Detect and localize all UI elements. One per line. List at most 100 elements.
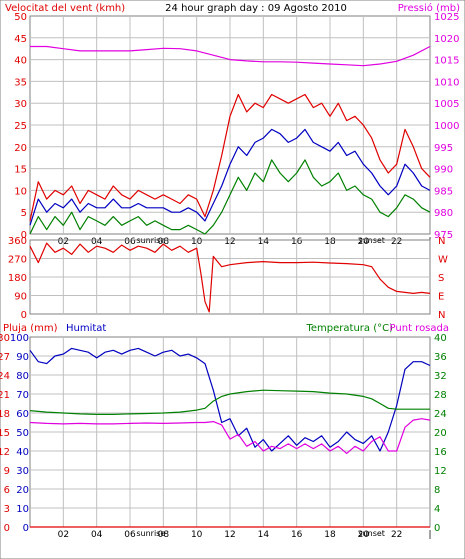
rain-title: Pluja (mm)	[3, 323, 58, 334]
y2-tick-label: 4	[434, 504, 440, 515]
wind-axis-labels: 0 5 10 15 20 25 30 35 40 45 50	[14, 12, 27, 241]
y2-tick-label: 1025	[434, 12, 459, 23]
y2-tick-label: 0	[434, 523, 440, 534]
wind_min-series-line	[29, 159, 431, 235]
y2-tick-label: 980	[434, 208, 453, 219]
y-tick-label: 80	[16, 371, 29, 382]
x-tick-label: 22	[391, 530, 402, 540]
rain-tick-label: 9	[4, 466, 10, 477]
y2-tick-label: E	[438, 292, 444, 303]
y2-tick-label: N	[438, 236, 445, 247]
sunrise-label: sunrise	[136, 529, 165, 538]
y-tick-label: 15	[14, 165, 27, 176]
humidity-panel-x-labels: 02 04 06 08 10 12 14 16 18 20 22 | sunrise sunset	[58, 529, 432, 540]
y2-tick-label: S	[438, 273, 444, 284]
y2-tick-label: 975	[434, 230, 453, 241]
y-tick-label: 40	[14, 56, 27, 67]
pressure-series-line	[30, 45, 431, 67]
y-tick-label: 50	[16, 428, 29, 439]
y-tick-label: 25	[14, 121, 27, 132]
temperature-axis-labels: 0 4 8 12 16 20 24 28 32 36 40	[434, 333, 447, 534]
rain-tick-label: 21	[0, 390, 10, 401]
temperature-title: Temperatura (°C)	[305, 323, 393, 334]
x-tick-label: 18	[324, 530, 336, 540]
x-tick-label: 08	[158, 530, 170, 540]
rain-tick-label: 15	[0, 428, 10, 439]
rain-axis-labels: 0 3 6 9 12 15 18 21 24 27 30	[0, 333, 10, 534]
y-tick-label: 10	[14, 186, 27, 197]
x-tick-label: 20	[358, 530, 370, 540]
y-tick-label: 60	[16, 409, 29, 420]
graph-title: 24 hour graph day : 09 Agosto 2010	[165, 3, 347, 14]
humidity-axis-labels: 0 10 20 30 40 50 60 70 80 90 100	[10, 333, 29, 534]
y-tick-label: 0	[21, 230, 27, 241]
y2-tick-label: 1010	[434, 77, 459, 88]
direction-panel-series	[29, 242, 431, 313]
dewpoint-title: Punt rosada	[390, 323, 449, 334]
y2-tick-label: 1015	[434, 56, 459, 67]
humidity-panel-grid	[30, 337, 430, 527]
x-tick-label: |	[428, 530, 431, 540]
y-tick-label: 20	[16, 485, 29, 496]
wind_avg-series-line	[29, 128, 431, 226]
y2-tick-label: 8	[434, 485, 440, 496]
y2-tick-label: 32	[434, 371, 447, 382]
y-tick-label: 360	[8, 236, 27, 247]
y-tick-label: 90	[14, 292, 27, 303]
y2-tick-label: 28	[434, 390, 447, 401]
y2-tick-label: 985	[434, 186, 453, 197]
rain-tick-label: 24	[0, 371, 10, 382]
rain-tick-label: 6	[4, 485, 10, 496]
y2-tick-label: 1020	[434, 34, 459, 45]
y2-tick-label: 995	[434, 143, 453, 154]
humidity-series-line	[29, 347, 431, 452]
direction-panel-grid	[30, 240, 430, 314]
temperature-series-line	[29, 389, 430, 415]
x-tick-label: 06	[124, 530, 136, 540]
y2-tick-label: 1005	[434, 99, 459, 110]
wind_max-series-line	[29, 93, 431, 222]
y2-tick-label: W	[438, 255, 448, 266]
y-tick-label: 20	[14, 143, 27, 154]
y-tick-label: 0	[21, 310, 27, 321]
rain-tick-label: 18	[0, 409, 10, 420]
rain-tick-label: 3	[4, 504, 10, 515]
sunset-label: sunset	[358, 529, 385, 538]
direction-series-line	[29, 242, 431, 313]
y2-tick-label: 1000	[434, 121, 459, 132]
y2-tick-label: 24	[434, 409, 447, 420]
y-tick-label: 270	[8, 255, 27, 266]
y-tick-label: 0	[23, 523, 29, 534]
y-tick-label: 90	[16, 352, 29, 363]
pressure-axis-labels: 975 980 985 990 995 1000 1005 1010 1015 1020 1025	[434, 12, 459, 241]
y2-tick-label: 16	[434, 447, 447, 458]
pressure-title: Pressió (mb)	[398, 2, 460, 14]
y-tick-label: 35	[14, 77, 27, 88]
y-tick-label: 180	[8, 273, 27, 284]
y-tick-label: 40	[16, 447, 29, 458]
y-tick-label: 100	[10, 333, 29, 344]
y-tick-label: 5	[21, 208, 27, 219]
x-tick-label: 12	[224, 530, 235, 540]
wind-panel-series	[29, 45, 431, 235]
y-tick-label: 10	[16, 504, 29, 515]
y2-tick-label: 40	[434, 333, 447, 344]
x-tick-label: 10	[191, 530, 203, 540]
x-tick-label: 04	[91, 530, 103, 540]
y2-tick-label: 20	[434, 428, 447, 439]
direction-degree-labels: 0 90 180 270 360	[8, 236, 27, 321]
y2-tick-label: 990	[434, 165, 453, 176]
y2-tick-label: 36	[434, 352, 447, 363]
y-tick-label: 30	[16, 466, 29, 477]
x-tick-label: 16	[291, 530, 303, 540]
y-tick-label: 30	[14, 99, 27, 110]
x-tick-label: 02	[58, 530, 69, 540]
rain-tick-label: 30	[0, 333, 10, 344]
rain-tick-label: 0	[4, 523, 10, 534]
rain-tick-label: 27	[0, 352, 10, 363]
dewpoint-series-line	[29, 418, 431, 454]
